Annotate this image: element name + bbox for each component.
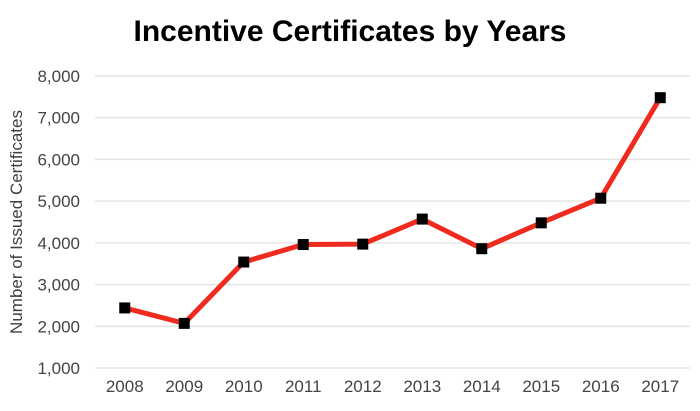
x-tick-labels-group: 2008 2009 2010 2011 2012 2013 2014 2015 2016 2017 (106, 377, 679, 396)
x-tick-label: 2010 (225, 377, 263, 396)
data-point-2013 (416, 213, 428, 225)
x-tick-label: 2016 (582, 377, 620, 396)
data-line (122, 95, 663, 326)
y-tick-label: 4,000 (37, 234, 80, 253)
y-tick-labels-group: 1,000 2,000 3,000 4,000 5,000 6,000 7,000 8,000 (37, 67, 80, 378)
data-point-2011 (297, 239, 309, 251)
data-point-2010 (238, 256, 250, 268)
x-tick-label: 2013 (403, 377, 441, 396)
y-tick-label: 6,000 (37, 150, 80, 169)
data-point-2016 (595, 192, 607, 204)
data-point-2014 (476, 243, 488, 255)
data-point-2009 (178, 317, 190, 329)
data-point-2012 (357, 238, 369, 250)
gridlines-group (95, 75, 690, 369)
x-tick-label: 2008 (106, 377, 144, 396)
x-tick-label: 2015 (522, 377, 560, 396)
chart-title: Incentive Certificates by Years (133, 15, 566, 48)
x-tick-label: 2014 (463, 377, 501, 396)
x-tick-label: 2011 (285, 377, 322, 396)
y-tick-label: 2,000 (37, 317, 80, 336)
x-tick-label: 2009 (165, 377, 203, 396)
y-tick-label: 3,000 (37, 276, 80, 295)
y-tick-label: 5,000 (37, 192, 80, 211)
x-tick-label: 2017 (641, 377, 679, 396)
y-tick-label: 1,000 (37, 359, 80, 378)
x-tick-label: 2012 (344, 377, 382, 396)
data-point-2008 (119, 302, 131, 314)
data-point-2017 (654, 92, 666, 104)
y-tick-label: 7,000 (37, 109, 80, 128)
y-tick-label: 8,000 (37, 67, 80, 86)
data-point-2015 (535, 217, 547, 229)
data-series-group (119, 92, 666, 329)
y-axis-title: Number of Issued Certificates (7, 110, 26, 334)
